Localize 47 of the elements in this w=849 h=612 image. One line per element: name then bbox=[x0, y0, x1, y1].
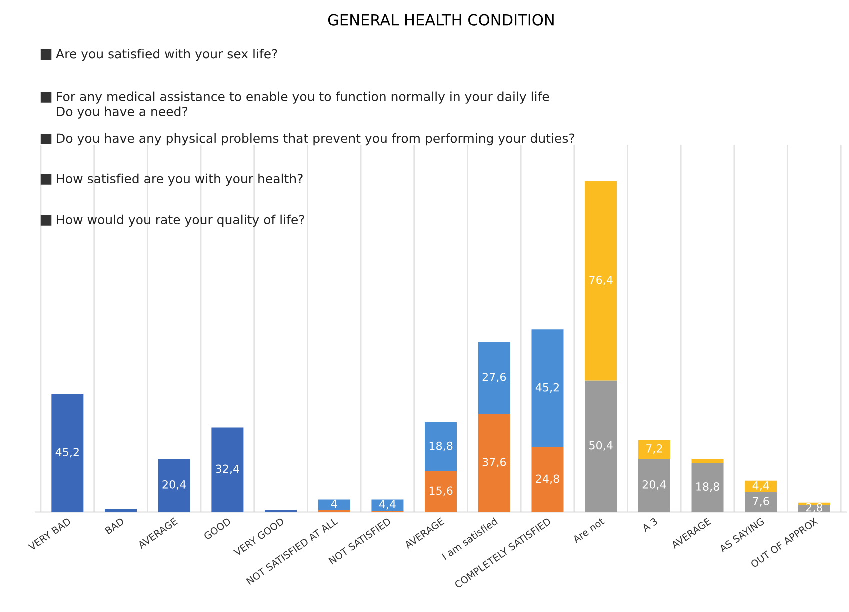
x-tick-label: A 3 bbox=[642, 518, 658, 532]
bar bbox=[638, 459, 670, 512]
data-label: 50,4 bbox=[590, 441, 613, 451]
annotation: How satisfied are you with your health? bbox=[57, 174, 303, 186]
text: Are you satisfied with your sex life? bbox=[56, 49, 278, 62]
data-label: 20,4 bbox=[162, 480, 186, 490]
data-label: 7,2 bbox=[646, 444, 662, 454]
text: Do you have any physical problems that prevent you from performing your duties? bbox=[57, 133, 574, 146]
bar bbox=[425, 472, 458, 512]
bar bbox=[478, 414, 510, 512]
bar bbox=[105, 509, 138, 512]
data-label: 76,4 bbox=[590, 276, 613, 286]
bar bbox=[478, 342, 510, 414]
data-label: 15,6 bbox=[430, 486, 453, 496]
data-label: 20,4 bbox=[642, 480, 666, 490]
data-label: 45,2 bbox=[56, 448, 79, 458]
data-label: 18,8 bbox=[696, 482, 720, 492]
data-label: 24,8 bbox=[536, 474, 560, 484]
bar bbox=[692, 463, 724, 512]
data-label: 4,4 bbox=[379, 500, 396, 510]
bar bbox=[585, 380, 618, 512]
bar bbox=[52, 394, 84, 512]
data-label: 18,8 bbox=[430, 442, 453, 452]
data-label: 2,8 bbox=[806, 503, 823, 513]
chart-title: GENERAL HEALTH CONDITION bbox=[328, 14, 554, 26]
bar bbox=[745, 480, 778, 492]
bar bbox=[585, 181, 618, 381]
bar bbox=[158, 459, 190, 512]
bar bbox=[318, 500, 350, 510]
data-label: 4 bbox=[331, 500, 338, 508]
data-label: 7,6 bbox=[753, 497, 770, 507]
data-label: 4,4 bbox=[752, 482, 770, 492]
data-label: 45,2 bbox=[536, 383, 559, 393]
bar bbox=[745, 492, 778, 512]
x-tick-label: Are not bbox=[572, 517, 606, 544]
x-tick-label: BAD bbox=[104, 518, 125, 535]
data-label: 32,4 bbox=[216, 464, 240, 474]
bar bbox=[425, 422, 458, 472]
data-label: 27,6 bbox=[482, 372, 506, 383]
bar bbox=[212, 428, 244, 512]
text: For any medical assistance to enable you to function normally in your daily life Do you have a need? bbox=[57, 92, 550, 119]
bar bbox=[532, 448, 564, 512]
annotation: How would you rate your quality of life? bbox=[57, 214, 304, 227]
bar bbox=[692, 459, 724, 464]
data-label: 37,6 bbox=[482, 458, 506, 468]
bar bbox=[532, 330, 564, 448]
bar bbox=[638, 440, 670, 460]
